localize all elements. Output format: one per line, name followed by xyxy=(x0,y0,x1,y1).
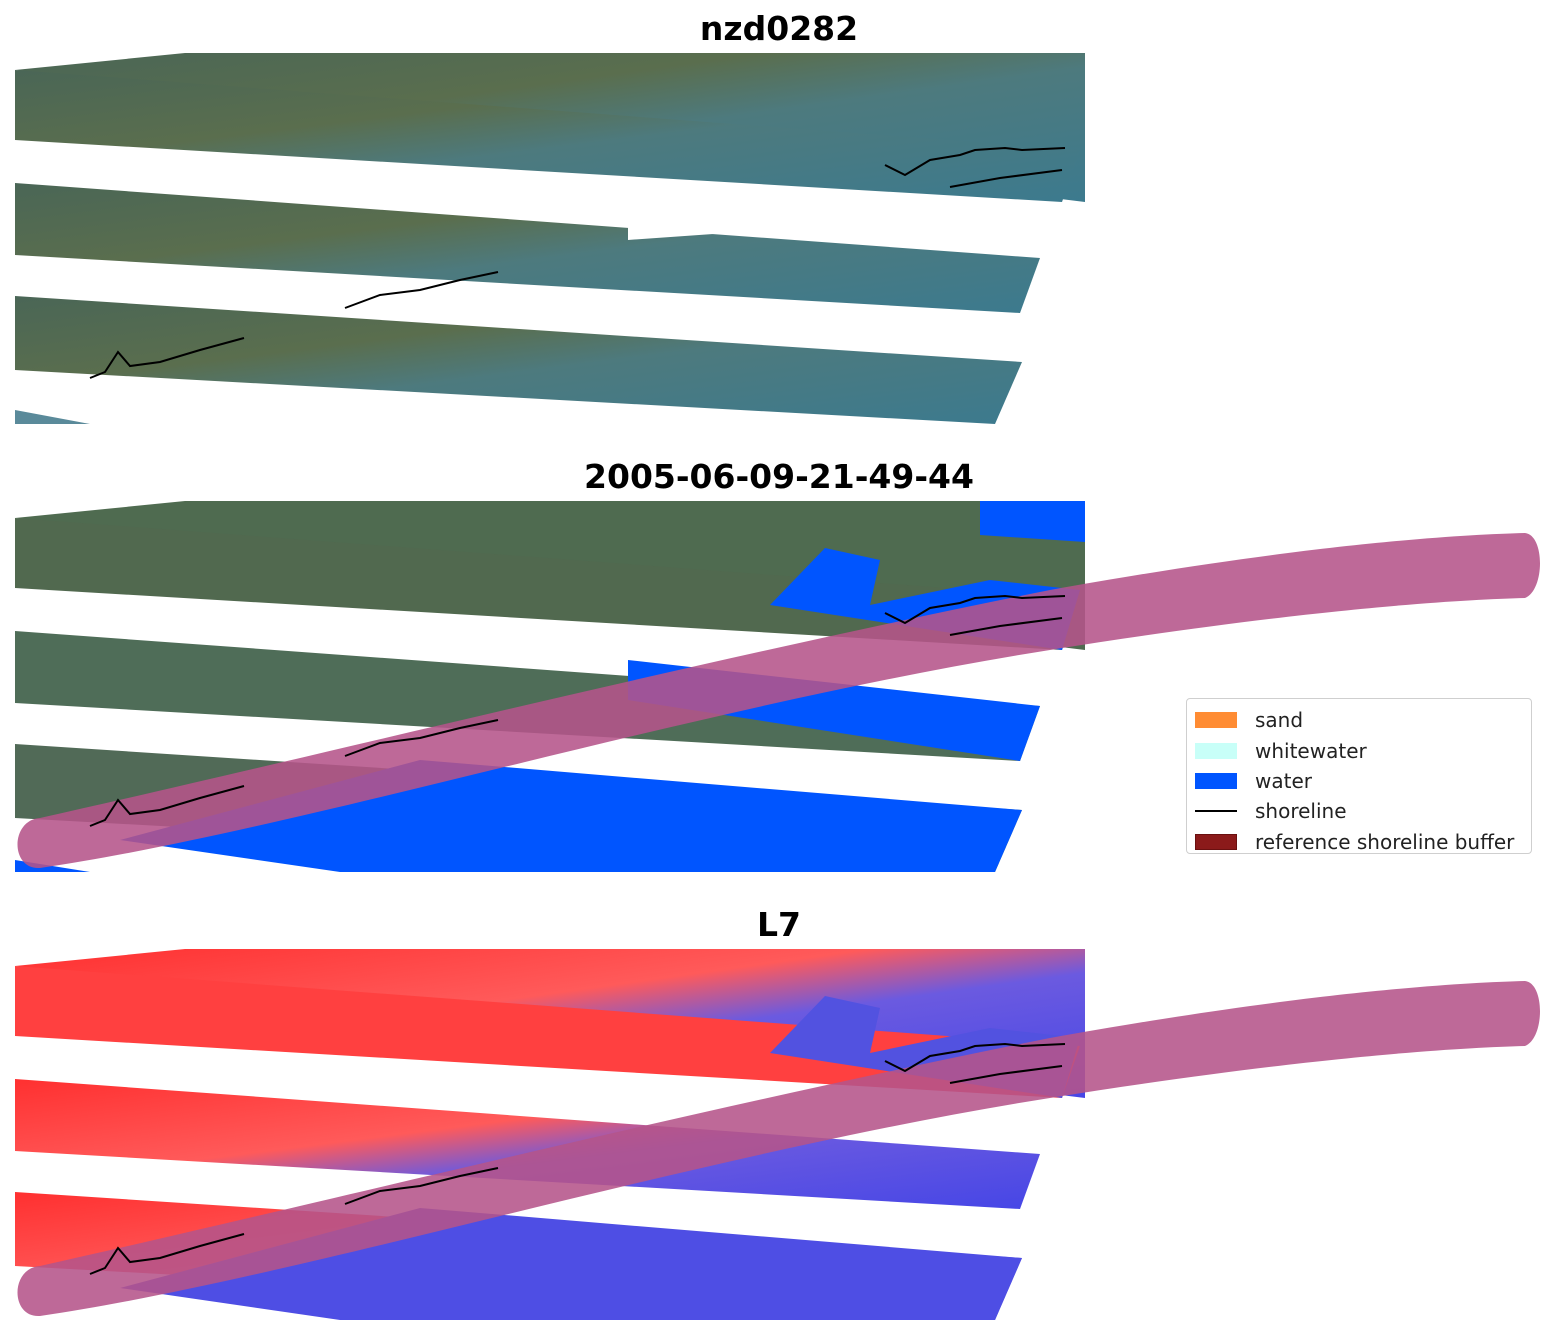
rgb-cloud-gap xyxy=(628,195,840,240)
cls-shoreline-a xyxy=(884,594,1066,625)
idx-shoreline-a xyxy=(884,1042,1066,1073)
idx-strip-3 xyxy=(15,1079,1040,1209)
rgb-strip-5 xyxy=(15,410,90,424)
legend-item-reference-buffer: reference shoreline buffer xyxy=(1195,827,1523,857)
rgb-strip-4 xyxy=(15,296,1022,424)
idx-shoreline-d xyxy=(89,1233,245,1275)
legend-label: water xyxy=(1255,768,1312,793)
idx-reference-buffer xyxy=(17,981,1540,1317)
buffer-swatch-icon xyxy=(1195,833,1237,850)
cls-shoreline-c xyxy=(344,719,499,757)
legend-item-whitewater: whitewater xyxy=(1195,735,1523,765)
cls-shoreline-d xyxy=(89,785,245,827)
shoreline-line-icon xyxy=(1195,810,1237,813)
idx-shoreline-c xyxy=(344,1167,499,1205)
rgb-shoreline-d xyxy=(89,337,245,379)
legend-item-water: water xyxy=(1195,766,1523,796)
legend-label: whitewater xyxy=(1255,738,1367,763)
title-panel-2: 2005-06-09-21-49-44 xyxy=(584,457,974,496)
water-swatch-icon xyxy=(1195,772,1237,789)
cls-strip-2 xyxy=(15,518,1080,650)
idx-strip-2 xyxy=(15,966,1080,1098)
legend-label: shoreline xyxy=(1255,799,1347,824)
legend-item-sand: sand xyxy=(1195,705,1523,735)
whitewater-swatch-icon xyxy=(1195,742,1237,759)
cls-water-a xyxy=(980,501,1085,542)
panel-classified-image xyxy=(15,501,1540,872)
title-panel-1: nzd0282 xyxy=(699,9,859,48)
legend-label: sand xyxy=(1255,708,1304,733)
legend-item-shoreline: shoreline xyxy=(1195,796,1523,826)
cls-shoreline-b xyxy=(949,617,1063,636)
legend-label: reference shoreline buffer xyxy=(1255,829,1515,854)
rgb-strip-2 xyxy=(15,70,1080,202)
rgb-shoreline-a xyxy=(884,146,1066,177)
title-panel-3: L7 xyxy=(757,905,801,944)
idx-shoreline-b xyxy=(949,1065,1063,1084)
panel-rgb-image xyxy=(15,53,1085,424)
legend: sand whitewater water shoreline referenc… xyxy=(1186,698,1532,854)
rgb-shoreline-c xyxy=(344,271,499,309)
panel-index-image xyxy=(15,949,1540,1320)
sand-swatch-icon xyxy=(1195,712,1237,729)
cls-strip-3 xyxy=(15,631,1040,761)
rgb-strip-3 xyxy=(15,183,1040,313)
cls-reference-buffer xyxy=(17,533,1540,869)
rgb-shoreline-b xyxy=(949,169,1063,188)
